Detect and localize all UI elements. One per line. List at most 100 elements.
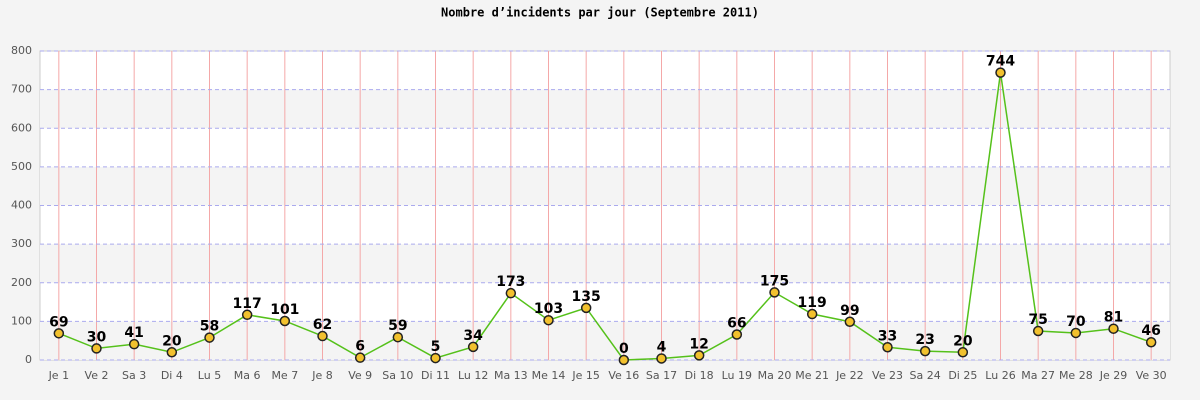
data-label: 41	[124, 325, 143, 341]
x-tick-label: Sa 17	[646, 369, 677, 382]
point	[505, 287, 517, 299]
point	[543, 314, 554, 326]
data-label: 70	[1066, 314, 1086, 330]
point	[1145, 336, 1157, 348]
data-label: 58	[200, 319, 219, 335]
data-label: 46	[1141, 323, 1160, 339]
x-tick-label: Me 14	[532, 369, 566, 382]
data-label: 4	[657, 339, 667, 355]
data-label: 0	[619, 341, 629, 357]
y-tick-label: 300	[11, 237, 32, 250]
data-label: 62	[313, 317, 332, 333]
data-label: 81	[1104, 310, 1123, 326]
point	[693, 350, 705, 361]
point	[1032, 325, 1044, 337]
point	[882, 342, 893, 353]
point	[731, 329, 743, 340]
x-tick-label: Lu 5	[198, 369, 221, 382]
point	[580, 302, 592, 314]
x-tick-label: Je 22	[835, 369, 864, 382]
data-label: 59	[388, 318, 407, 334]
x-tick-label: Lu 19	[722, 369, 752, 382]
x-tick-label: Sa 10	[382, 369, 413, 382]
x-tick-label: Me 28	[1059, 369, 1093, 382]
data-label: 119	[798, 295, 827, 311]
point	[769, 287, 780, 298]
data-label: 173	[496, 274, 525, 290]
point	[128, 338, 140, 350]
data-label: 175	[760, 273, 789, 289]
data-label: 34	[463, 328, 483, 344]
point	[279, 315, 291, 327]
x-tick-label: Ve 16	[608, 369, 639, 382]
data-label: 23	[915, 332, 934, 348]
x-tick-label: Me 21	[795, 369, 829, 382]
data-label: 33	[878, 328, 897, 344]
x-tick-label: Ve 2	[85, 369, 109, 382]
data-label: 5	[431, 339, 441, 355]
data-label: 30	[87, 329, 107, 345]
chart-title: Nombre d’incidents par jour (Septembre 2…	[441, 6, 759, 20]
point	[53, 328, 65, 339]
x-tick-label: Ve 9	[348, 369, 372, 382]
x-tick-label: Di 4	[161, 369, 183, 382]
grid-band	[40, 321, 1170, 360]
y-tick-label: 600	[11, 121, 32, 134]
point	[995, 67, 1006, 78]
data-label: 103	[534, 301, 563, 317]
x-tick-label: Lu 26	[985, 369, 1015, 382]
x-tick-label: Ve 30	[1136, 369, 1167, 382]
y-tick-label: 0	[25, 353, 32, 366]
point	[957, 347, 969, 358]
point	[806, 308, 818, 320]
y-tick-label: 200	[11, 276, 32, 289]
x-tick-label: Je 15	[571, 369, 600, 382]
point	[844, 316, 856, 328]
point	[919, 345, 931, 357]
point	[467, 341, 479, 353]
data-label: 66	[727, 316, 746, 332]
data-label: 744	[986, 54, 1015, 70]
x-tick-label: Ma 20	[758, 369, 792, 382]
x-tick-label: Ma 13	[494, 369, 528, 382]
data-label: 117	[233, 296, 262, 312]
data-label: 20	[953, 333, 973, 349]
data-label: 101	[270, 302, 299, 318]
line	[58, 72, 1152, 361]
x-tick-label: Ma 27	[1021, 369, 1055, 382]
y-tick-label: 400	[11, 199, 32, 212]
point	[166, 347, 178, 358]
y-tick-label: 500	[11, 160, 32, 173]
point	[1070, 327, 1082, 339]
data-label: 69	[49, 314, 68, 330]
x-tick-label: Di 18	[685, 369, 714, 382]
data-label: 75	[1028, 312, 1047, 328]
point	[241, 309, 253, 321]
data-label: 99	[840, 303, 859, 319]
grid-band	[40, 89, 1170, 129]
point	[317, 330, 328, 342]
x-tick-label: Sa 3	[122, 369, 146, 382]
y-tick-label: 700	[11, 83, 32, 96]
x-tick-label: Di 25	[948, 369, 977, 382]
data-label: 6	[355, 339, 365, 355]
x-tick-label: Ve 23	[872, 369, 903, 382]
x-tick-label: Ma 6	[234, 369, 261, 382]
point	[656, 353, 667, 364]
point	[204, 332, 215, 343]
point	[91, 343, 102, 354]
y-tick-label: 800	[11, 44, 32, 57]
data-label: 20	[162, 333, 182, 349]
point	[1108, 323, 1119, 334]
grid-band	[40, 244, 1170, 283]
point	[354, 352, 366, 363]
data-label: 135	[572, 289, 601, 305]
grid-band	[40, 166, 1170, 206]
x-tick-label: Di 11	[421, 369, 450, 382]
x-tick-label: Je 8	[311, 369, 333, 382]
x-tick-label: Je 29	[1099, 369, 1128, 382]
y-tick-label: 100	[11, 314, 32, 327]
point	[430, 352, 441, 364]
data-label: 12	[689, 336, 708, 352]
